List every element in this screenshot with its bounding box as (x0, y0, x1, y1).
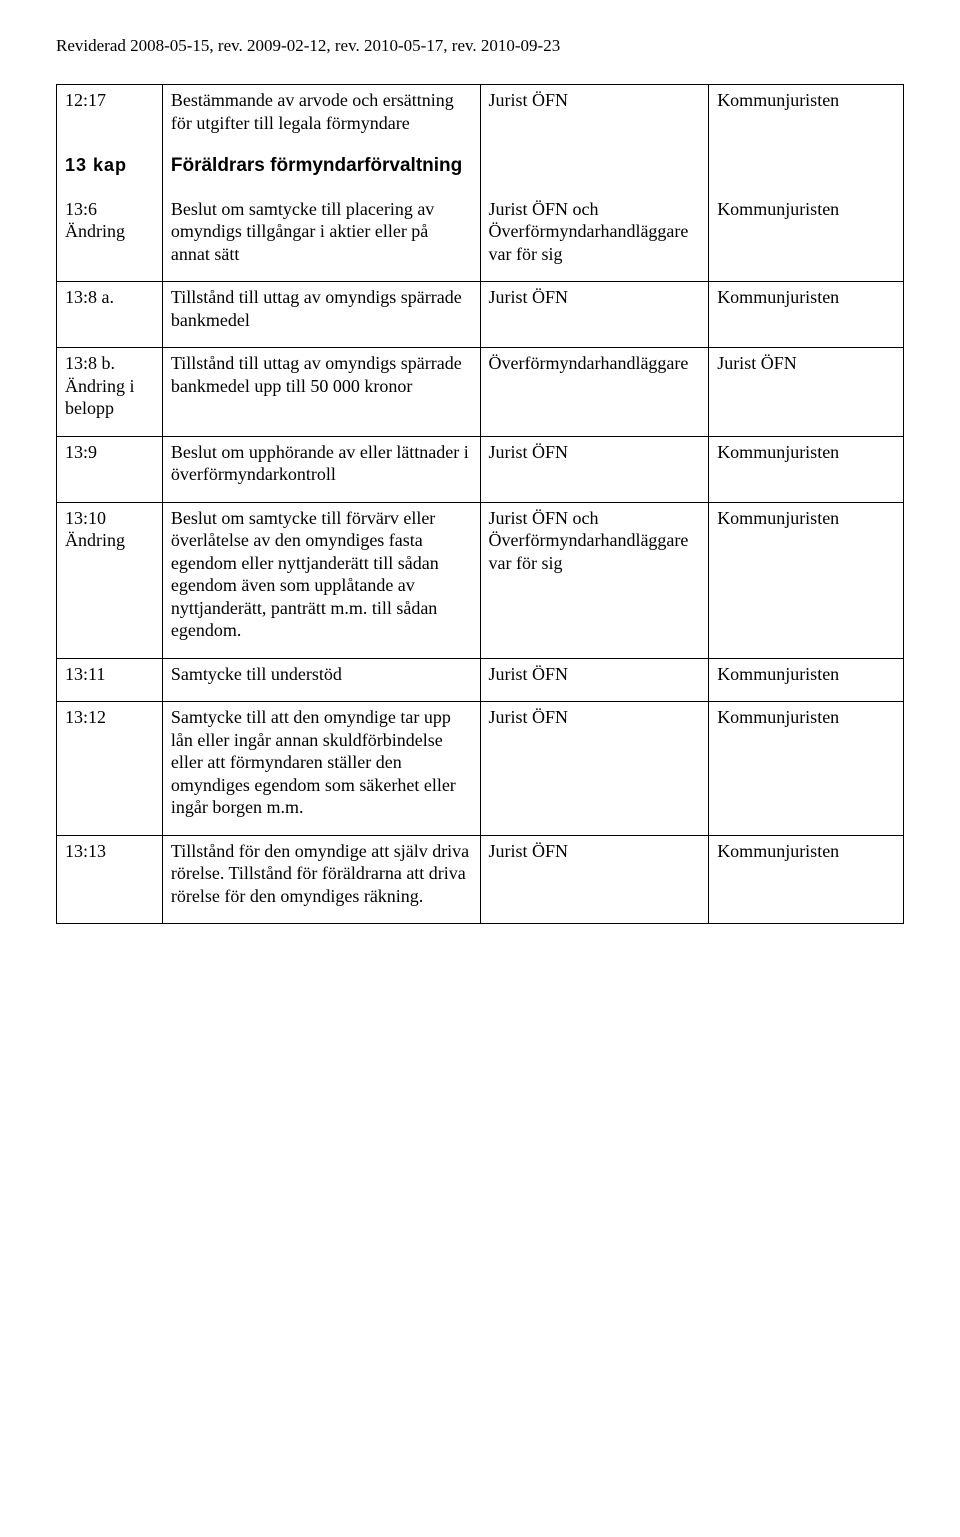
ref-cell: 13:9 (57, 436, 163, 502)
table-row: 13:8 a. Tillstånd till uttag av omyndigs… (57, 282, 904, 348)
table-row: 13:10Ändring Beslut om samtycke till för… (57, 502, 904, 658)
ref-cell: 13:8 b.Ändring i belopp (57, 348, 163, 437)
ans-cell: Kommunjuristen (709, 835, 904, 924)
desc-cell: Beslut om samtycke till placering av omy… (162, 194, 480, 282)
desc-cell: Beslut om samtycke till förvärv eller öv… (162, 502, 480, 658)
ans-cell: Kommunjuristen (709, 194, 904, 282)
ref-cell: 13:12 (57, 702, 163, 836)
table-row: 13:9 Beslut om upphörande av eller lättn… (57, 436, 904, 502)
delegation-table: 12:17 Bestämmande av arvode och ersättni… (56, 84, 904, 924)
who-cell: Jurist ÖFN (480, 436, 709, 502)
revision-line: Reviderad 2008-05-15, rev. 2009-02-12, r… (56, 36, 904, 56)
desc-cell: Tillstånd för den omyndige att själv dri… (162, 835, 480, 924)
empty-cell (709, 150, 904, 194)
chapter-title: Föräldrars förmyndarförvaltning (162, 150, 480, 194)
who-cell: Jurist ÖFN och Överförmyndarhandläggare … (480, 502, 709, 658)
ans-cell: Kommunjuristen (709, 658, 904, 702)
table-row: 13:6Ändring Beslut om samtycke till plac… (57, 194, 904, 282)
empty-cell (480, 150, 709, 194)
ref-cell: 13:6Ändring (57, 194, 163, 282)
who-cell: Jurist ÖFN (480, 702, 709, 836)
who-cell: Jurist ÖFN (480, 282, 709, 348)
who-cell: Jurist ÖFN (480, 835, 709, 924)
table-row: 13:12 Samtycke till att den omyndige tar… (57, 702, 904, 836)
chapter-ref: 13 kap (57, 150, 163, 194)
ans-cell: Kommunjuristen (709, 702, 904, 836)
desc-cell: Bestämmande av arvode och ersättning för… (162, 85, 480, 151)
desc-cell: Samtycke till understöd (162, 658, 480, 702)
desc-cell: Beslut om upphörande av eller lättnader … (162, 436, 480, 502)
table-row: 13:8 b.Ändring i belopp Tillstånd till u… (57, 348, 904, 437)
desc-cell: Tillstånd till uttag av omyndigs spärrad… (162, 282, 480, 348)
ref-cell: 13:8 a. (57, 282, 163, 348)
who-cell: Jurist ÖFN (480, 85, 709, 151)
table-row: 13:11 Samtycke till understöd Jurist ÖFN… (57, 658, 904, 702)
section-heading-row: 13 kap Föräldrars förmyndarförvaltning (57, 150, 904, 194)
ans-cell: Kommunjuristen (709, 282, 904, 348)
ans-cell: Kommunjuristen (709, 85, 904, 151)
desc-cell: Tillstånd till uttag av omyndigs spärrad… (162, 348, 480, 437)
table-row: 12:17 Bestämmande av arvode och ersättni… (57, 85, 904, 151)
ref-cell: 13:13 (57, 835, 163, 924)
ref-cell: 13:11 (57, 658, 163, 702)
ref-cell: 12:17 (57, 85, 163, 151)
who-cell: Överförmyndarhandläggare (480, 348, 709, 437)
desc-cell: Samtycke till att den omyndige tar upp l… (162, 702, 480, 836)
document-page: Reviderad 2008-05-15, rev. 2009-02-12, r… (0, 0, 960, 980)
ref-cell: 13:10Ändring (57, 502, 163, 658)
who-cell: Jurist ÖFN och Överförmyndarhandläggare … (480, 194, 709, 282)
ans-cell: Kommunjuristen (709, 436, 904, 502)
table-row: 13:13 Tillstånd för den omyndige att sjä… (57, 835, 904, 924)
ans-cell: Kommunjuristen (709, 502, 904, 658)
who-cell: Jurist ÖFN (480, 658, 709, 702)
ans-cell: Jurist ÖFN (709, 348, 904, 437)
